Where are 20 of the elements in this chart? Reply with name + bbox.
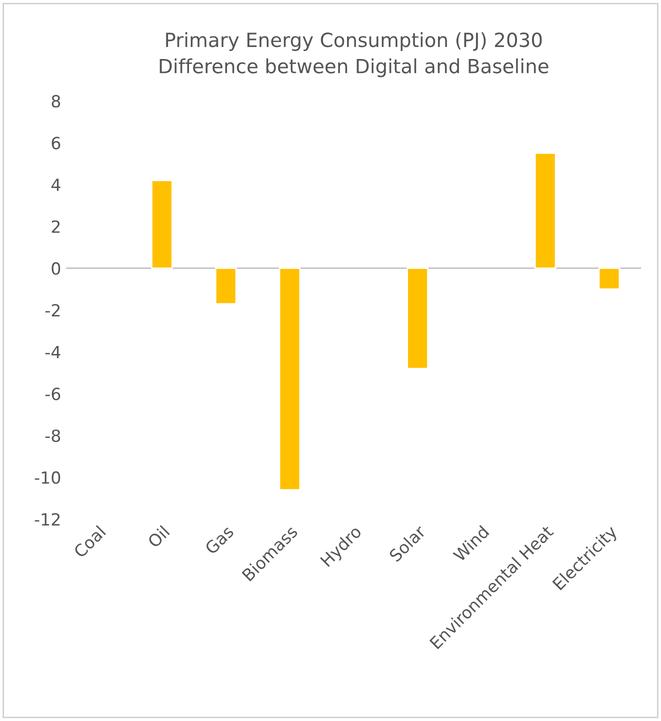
y-tick-label: -12 (34, 513, 60, 526)
y-tick-label: -8 (45, 429, 60, 442)
y-tick-label: -10 (34, 471, 60, 484)
y-tick-label: 4 (51, 178, 60, 191)
bar (534, 152, 556, 269)
bar (151, 180, 173, 269)
chart-title: Primary Energy Consumption (PJ) 2030 Difference between Digital and Baseline (160, 32, 548, 78)
bar (598, 268, 620, 290)
bar (214, 268, 237, 304)
y-tick-label: -2 (45, 304, 60, 316)
y-tick-label: 8 (52, 94, 60, 108)
y-tick-label: 6 (52, 136, 60, 150)
y-tick-label: 2 (52, 220, 60, 233)
x-tick-label: Gas (204, 524, 234, 555)
bar (406, 268, 428, 370)
x-tick-label: Oil (146, 525, 170, 548)
y-tick-label: 0 (52, 262, 60, 275)
y-tick-label: -6 (45, 388, 60, 400)
y-tick-label: -4 (45, 346, 60, 358)
bar (278, 268, 301, 491)
